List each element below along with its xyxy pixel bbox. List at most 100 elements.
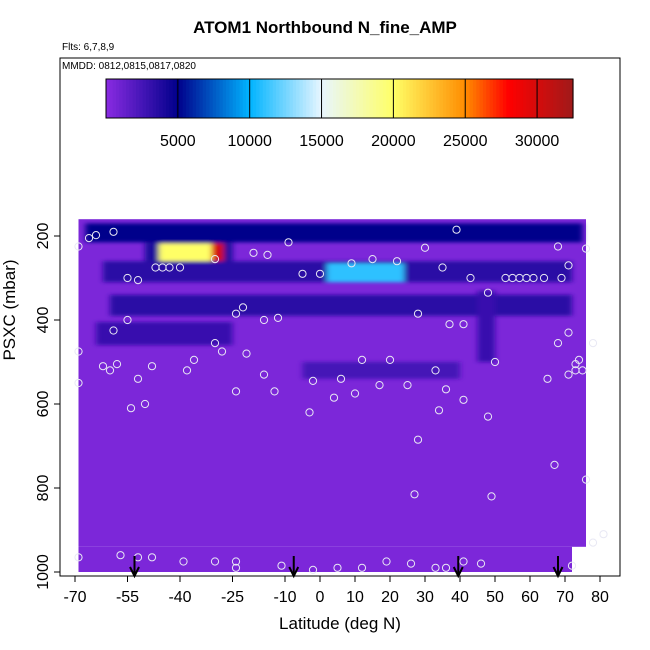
colorbar-swatch xyxy=(569,79,574,118)
colorbar-swatch xyxy=(156,79,160,118)
colorbar-swatch xyxy=(342,79,347,118)
sample-point xyxy=(581,475,591,484)
sample-point xyxy=(490,357,500,367)
sample-point xyxy=(147,362,157,371)
sample-point xyxy=(308,376,318,385)
sample-point xyxy=(434,406,444,415)
sample-point xyxy=(273,313,283,322)
colorbar-swatch xyxy=(189,79,194,118)
heatmap-cell-10 xyxy=(477,290,495,362)
colorbar-swatch xyxy=(232,79,237,118)
colorbar-swatch xyxy=(539,79,544,118)
colorbar-swatch xyxy=(119,79,124,118)
colorbar-swatch xyxy=(296,79,301,118)
colorbar-swatch xyxy=(269,79,274,118)
y-tick-label: 200 xyxy=(35,223,52,250)
colorbar-swatch xyxy=(506,79,511,118)
sample-point xyxy=(165,263,174,272)
sample-point xyxy=(231,557,241,566)
colorbar-swatch xyxy=(376,79,381,118)
sample-point xyxy=(599,530,608,539)
colorbar-swatch xyxy=(276,79,281,118)
colorbar-swatch xyxy=(326,79,331,118)
colorbar-swatch xyxy=(169,79,174,118)
colorbar-swatch xyxy=(502,79,507,118)
colorbar-swatch xyxy=(309,79,314,118)
sample-point xyxy=(385,355,395,364)
colorbar-swatch xyxy=(152,79,157,118)
sample-point xyxy=(567,561,577,570)
sample-point xyxy=(315,269,325,278)
sample-point xyxy=(588,538,598,547)
colorbar-swatch xyxy=(142,79,147,118)
colorbar-swatch xyxy=(416,79,421,118)
colorbar-swatch xyxy=(526,79,531,118)
colorbar-swatch xyxy=(436,79,441,118)
colorbar-swatch xyxy=(532,79,537,118)
colorbar-swatch xyxy=(136,79,140,118)
colorbar-swatch xyxy=(329,79,334,118)
heatmap-cell-6 xyxy=(110,294,572,316)
colorbar-swatch xyxy=(236,79,241,118)
y-tick-label: 800 xyxy=(35,475,52,502)
sample-point xyxy=(182,366,192,375)
colorbar-swatch xyxy=(362,79,367,118)
sample-point xyxy=(441,563,451,572)
colorbar-swatch xyxy=(212,79,217,118)
colorbar-swatch xyxy=(346,79,351,118)
colorbar-swatch xyxy=(116,79,120,118)
sample-point xyxy=(217,347,227,356)
sample-point xyxy=(438,263,447,272)
colorbar-swatch xyxy=(159,79,164,118)
x-tick-label: -40 xyxy=(168,589,191,606)
colorbar-tick-label: 5000 xyxy=(160,133,196,150)
colorbar-swatch xyxy=(382,79,387,118)
colorbar-swatch xyxy=(122,79,127,118)
colorbar-swatch xyxy=(402,79,407,118)
colorbar-swatch xyxy=(432,79,437,118)
sample-point xyxy=(581,244,591,253)
colorbar-swatch xyxy=(452,79,457,118)
colorbar-swatch xyxy=(449,79,454,118)
colorbar-swatch xyxy=(356,79,361,118)
sample-point xyxy=(123,273,132,283)
colorbar-swatch xyxy=(109,79,114,118)
sample-point xyxy=(105,366,115,375)
colorbar-swatch xyxy=(289,79,294,118)
colorbar-swatch xyxy=(126,79,130,118)
heatmap-cell-2 xyxy=(159,243,222,262)
colorbar-swatch xyxy=(559,79,564,118)
heatmap-cell-9 xyxy=(302,362,460,379)
sample-point xyxy=(431,366,440,375)
colorbar-swatch xyxy=(206,79,211,118)
colorbar-swatch xyxy=(359,79,364,118)
chart-title: ATOM1 Northbound N_fine_AMP xyxy=(193,18,457,37)
colorbar-swatch xyxy=(369,79,374,118)
colorbar-swatch xyxy=(492,79,497,118)
sample-point xyxy=(305,408,314,417)
colorbar-swatch xyxy=(552,79,557,118)
colorbar-swatch xyxy=(336,79,341,118)
colorbar-swatch xyxy=(469,79,474,118)
y-axis-label: PSXC (mbar) xyxy=(0,259,19,361)
colorbar-swatch xyxy=(522,79,527,118)
sample-point xyxy=(403,381,412,390)
colorbar-swatch xyxy=(312,79,317,118)
sample-point xyxy=(466,273,475,283)
colorbar-swatch xyxy=(389,79,394,118)
sample-point xyxy=(329,393,339,402)
colorbar-swatch xyxy=(516,79,521,118)
sample-point xyxy=(112,360,122,369)
sample-point xyxy=(483,288,493,297)
colorbar-swatch xyxy=(222,79,227,118)
x-tick-label: -25 xyxy=(221,589,244,606)
colorbar-swatch xyxy=(292,79,297,118)
heatmap-features xyxy=(85,223,583,379)
colorbar-swatch xyxy=(306,79,311,118)
sample-point xyxy=(140,399,150,409)
colorbar-swatch xyxy=(259,79,264,118)
sample-point xyxy=(123,315,132,325)
colorbar-swatch xyxy=(286,79,291,118)
sample-point xyxy=(357,355,367,364)
sample-point xyxy=(459,320,468,329)
